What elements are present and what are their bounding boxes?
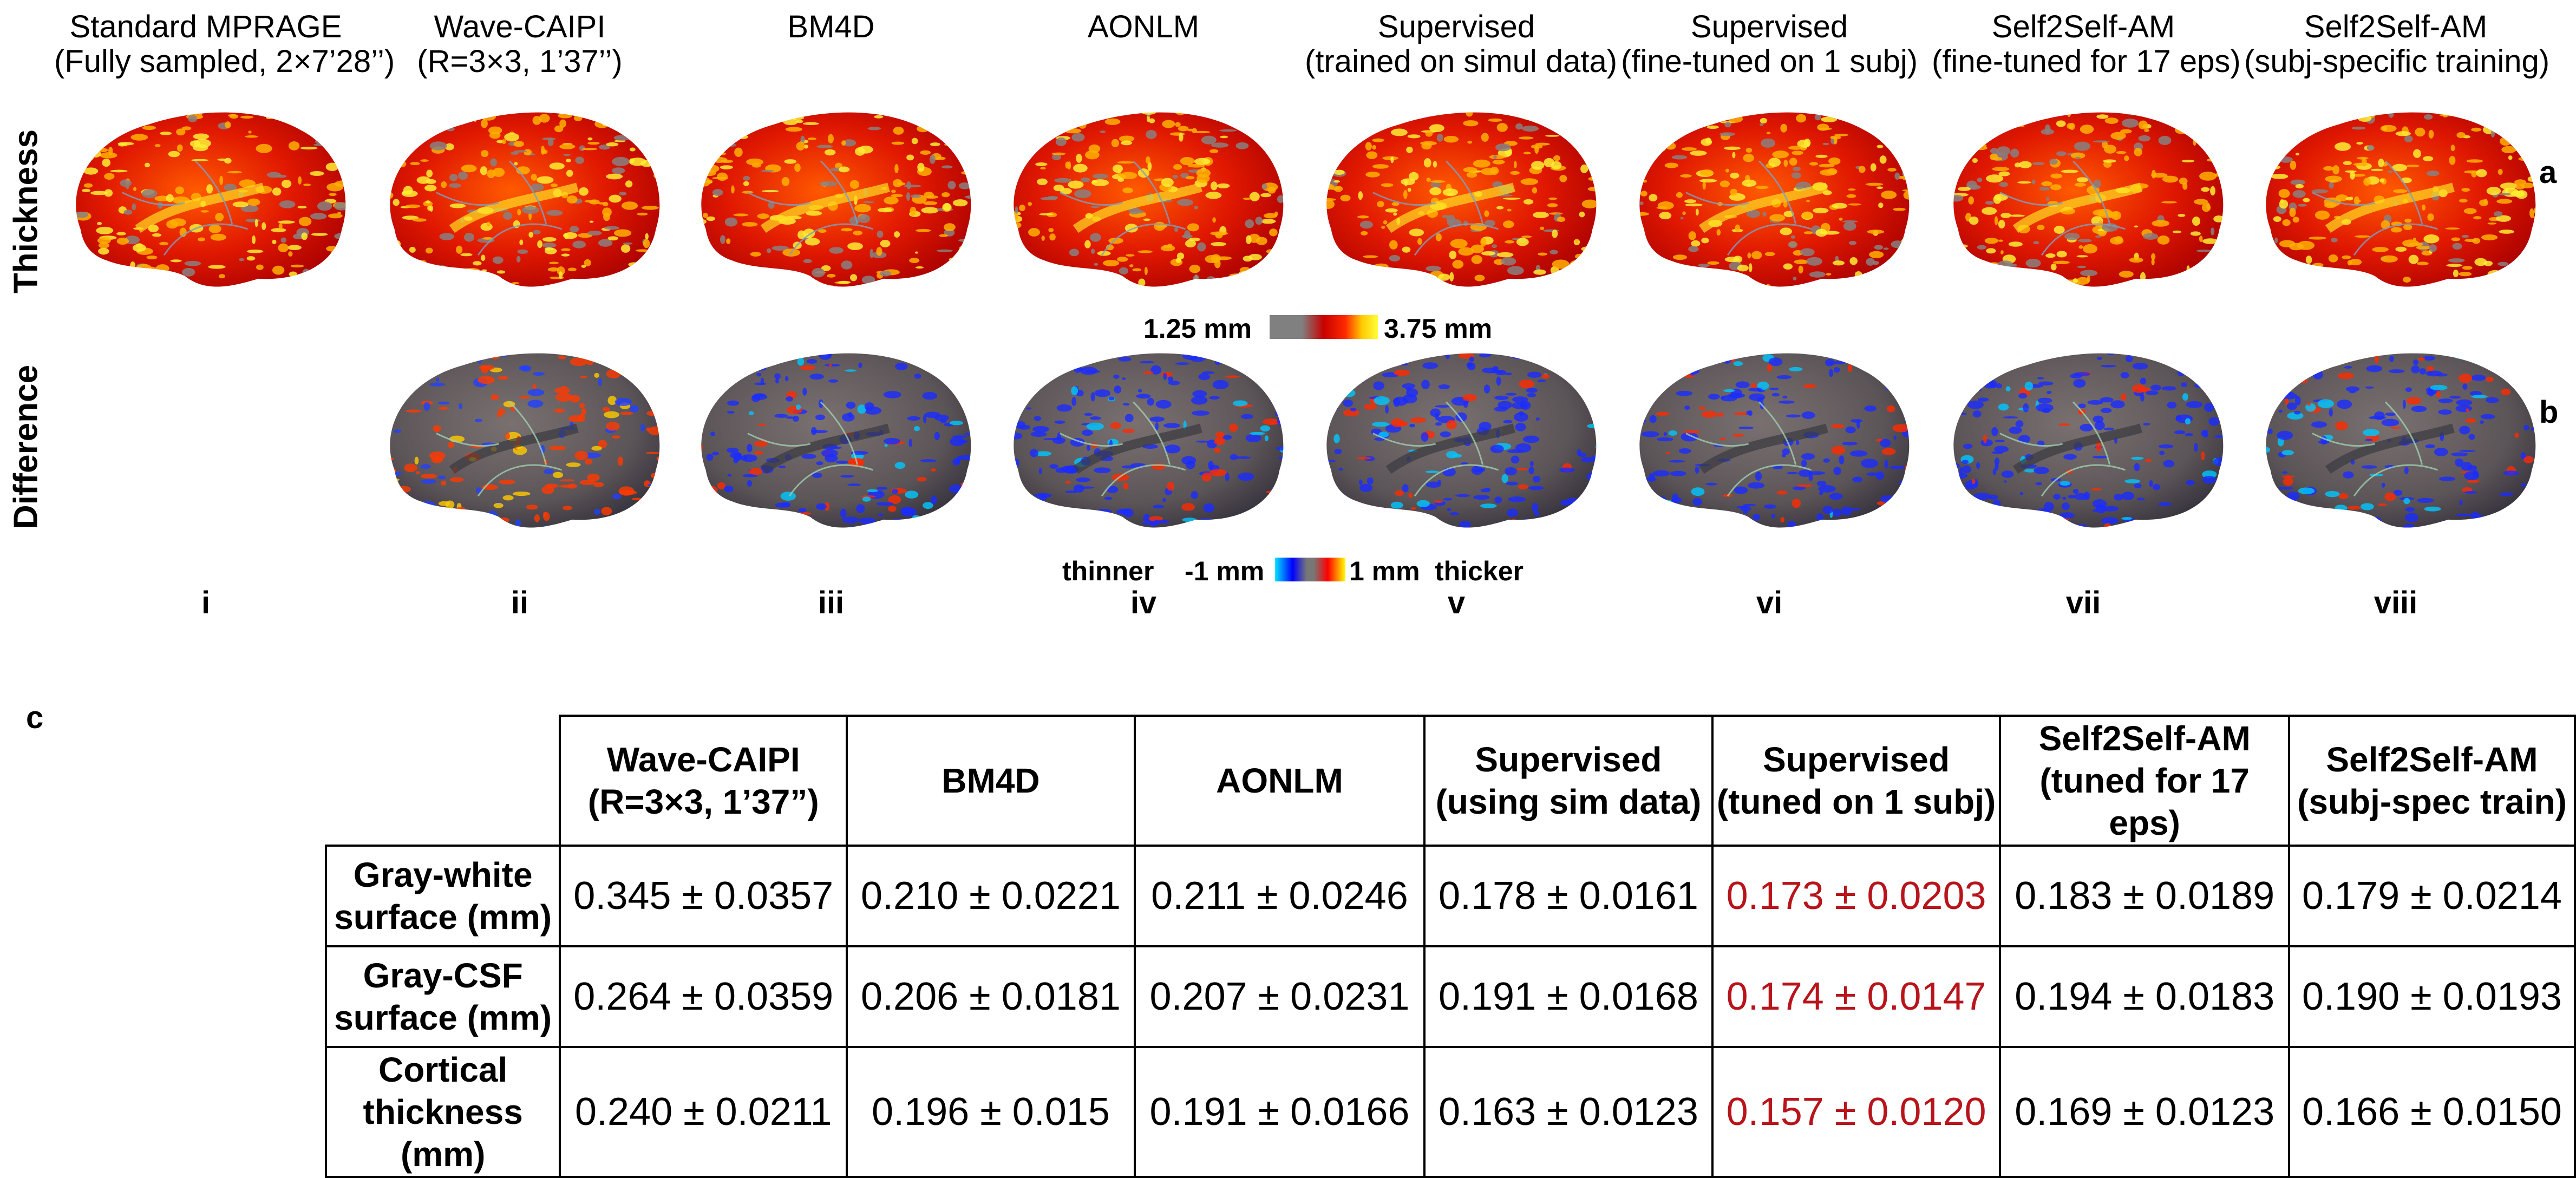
table-cell: 0.191 ± 0.0168: [1423, 945, 1714, 1048]
table-cell: 0.194 ± 0.0183: [1999, 945, 2290, 1048]
column-title-sub: (Fully sampled, 2×7’28’’): [54, 44, 395, 79]
row-label-difference: Difference: [7, 364, 45, 529]
table-header-wave-caipi: Wave-CAIPI (R=3×3, 1’37”): [559, 715, 848, 847]
table-cell: 0.190 ± 0.0193: [2287, 945, 2576, 1048]
table-cell: 0.166 ± 0.0150: [2287, 1046, 2576, 1178]
difference-brain-2: [374, 338, 677, 544]
table-cell: 0.173 ± 0.0203: [1711, 845, 2002, 947]
column-numeral-3: iii: [818, 585, 845, 620]
table-cell: 0.163 ± 0.0123: [1423, 1046, 1714, 1178]
table-corner: [326, 716, 561, 847]
diff-colorbar-min: -1 mm: [1185, 556, 1265, 586]
thickness-brain-7: [1937, 97, 2240, 303]
table-cell: 0.345 ± 0.0357: [559, 845, 848, 947]
column-title-7: Self2Self-AM (fine-tuned for 17 eps): [1932, 9, 2241, 79]
table-cell: 0.264 ± 0.0359: [559, 945, 848, 1048]
diff-colorbar-max: 1 mm: [1349, 556, 1420, 586]
column-title-3: BM4D: [679, 10, 983, 44]
table-cell: 0.179 ± 0.0214: [2287, 845, 2576, 947]
table-row: Gray-white surface (mm) 0.345 ± 0.0357 0.21…: [324, 845, 2576, 947]
column-title-4: AONLM: [992, 10, 1295, 44]
difference-brain-8: [2250, 338, 2553, 544]
diff-colorbar-right-word: thicker: [1435, 556, 1524, 586]
column-title-1: Standard MPRAGE (Fully sampled, 2×7’28’’): [54, 9, 395, 79]
table-cell: 0.240 ± 0.0211: [559, 1046, 848, 1178]
table-header-self2self-tuned: Self2Self-AM (tuned for 17 eps): [1999, 715, 2290, 847]
column-title-sub: (trained on simul data): [1305, 44, 1618, 79]
thickness-brain-1: [60, 97, 363, 303]
thickness-colorbar: [1270, 315, 1378, 339]
table-cell: 0.183 ± 0.0189: [1999, 845, 2290, 947]
table-cell: 0.207 ± 0.0231: [1133, 945, 1426, 1048]
column-title-main: Wave-CAIPI: [434, 9, 606, 44]
column-numeral-5: v: [1447, 585, 1466, 620]
table-header-row: Wave-CAIPI (R=3×3, 1’37”) BM4D AONLM Supe…: [326, 715, 2576, 847]
panel-letter-c: c: [26, 700, 44, 735]
table-cell: 0.206 ± 0.0181: [846, 945, 1136, 1048]
table-cell: 0.178 ± 0.0161: [1423, 845, 1714, 947]
table-row-header: Cortical thickness (mm): [324, 1046, 561, 1178]
column-title-8: Self2Self-AM (subj-specific training): [2244, 9, 2550, 79]
column-numeral-6: vi: [1756, 585, 1783, 620]
table-row: Gray-CSF surface (mm) 0.264 ± 0.0359 0.206 …: [324, 945, 2576, 1048]
column-title-sub: (fine-tuned on 1 subj): [1620, 44, 1918, 79]
table-cell: 0.211 ± 0.0246: [1133, 845, 1426, 947]
column-numeral-7: vii: [2065, 585, 2101, 620]
difference-colorbar: [1275, 558, 1345, 581]
row-label-thickness: Thickness: [7, 129, 45, 294]
panel-letter-a: a: [2539, 155, 2557, 190]
table-header-self2self-spec: Self2Self-AM (subj-spec train): [2287, 715, 2576, 847]
table-cell: 0.174 ± 0.0147: [1711, 945, 2002, 1048]
column-title-main: Supervised: [1377, 9, 1535, 44]
table-header-supervised-sim: Supervised (using sim data): [1423, 715, 1714, 847]
column-title-6: Supervised (fine-tuned on 1 subj): [1618, 10, 1921, 79]
thickness-colorbar-min: 1.25 mm: [1143, 313, 1252, 344]
table-header-bm4d: BM4D: [846, 715, 1136, 847]
column-title-sub: (R=3×3, 1’37’’): [417, 44, 623, 79]
column-title-2: Wave-CAIPI (R=3×3, 1’37’’): [368, 10, 671, 79]
results-table: Wave-CAIPI (R=3×3, 1’37”) BM4D AONLM Supe…: [324, 715, 2576, 1178]
column-title-main: Self2Self-AM: [2304, 9, 2488, 44]
column-numeral-1: i: [201, 585, 211, 620]
column-title-main: BM4D: [787, 9, 875, 44]
column-title-main: Self2Self-AM: [1991, 9, 2175, 44]
difference-brain-7: [1937, 338, 2240, 544]
column-title-main: Supervised: [1690, 9, 1848, 44]
column-title-main: AONLM: [1087, 9, 1200, 44]
difference-brain-3: [685, 338, 988, 544]
panel-letter-b: b: [2539, 395, 2559, 430]
table-cell: 0.157 ± 0.0120: [1711, 1046, 2002, 1178]
table-row-header: Gray-white surface (mm): [324, 845, 561, 947]
table-cell: 0.210 ± 0.0221: [846, 845, 1136, 947]
column-title-sub: (fine-tuned for 17 eps): [1932, 44, 2241, 79]
column-numeral-2: ii: [511, 585, 529, 620]
thickness-colorbar-max: 3.75 mm: [1384, 313, 1493, 344]
column-numeral-8: viii: [2374, 585, 2418, 620]
table-row: Cortical thickness (mm) 0.240 ± 0.0211 0.19…: [324, 1046, 2576, 1178]
column-title-5: Supervised (trained on simul data): [1305, 9, 1617, 79]
thickness-brain-3: [685, 97, 988, 303]
thickness-brain-6: [1623, 97, 1926, 303]
table-row-header: Gray-CSF surface (mm): [324, 945, 561, 1048]
column-title-main: Standard MPRAGE: [69, 9, 342, 44]
table-header-aonlm: AONLM: [1133, 715, 1426, 847]
table-cell: 0.169 ± 0.0123: [1999, 1046, 2290, 1178]
thickness-brain-2: [374, 97, 677, 303]
difference-brain-6: [1623, 338, 1926, 544]
table-cell: 0.196 ± 0.015: [846, 1046, 1136, 1178]
table-header-supervised-tuned: Supervised (tuned on 1 subj): [1711, 715, 2002, 847]
column-numeral-4: iv: [1130, 585, 1157, 620]
difference-brain-5: [1310, 338, 1613, 544]
table-cell: 0.191 ± 0.0166: [1133, 1046, 1426, 1178]
thickness-brain-5: [1310, 97, 1613, 303]
thickness-brain-8: [2250, 97, 2553, 303]
difference-brain-4: [997, 338, 1300, 544]
thickness-brain-4: [997, 97, 1300, 303]
diff-colorbar-left-word: thinner: [1062, 556, 1154, 586]
column-title-sub: (subj-specific training): [2244, 44, 2550, 79]
